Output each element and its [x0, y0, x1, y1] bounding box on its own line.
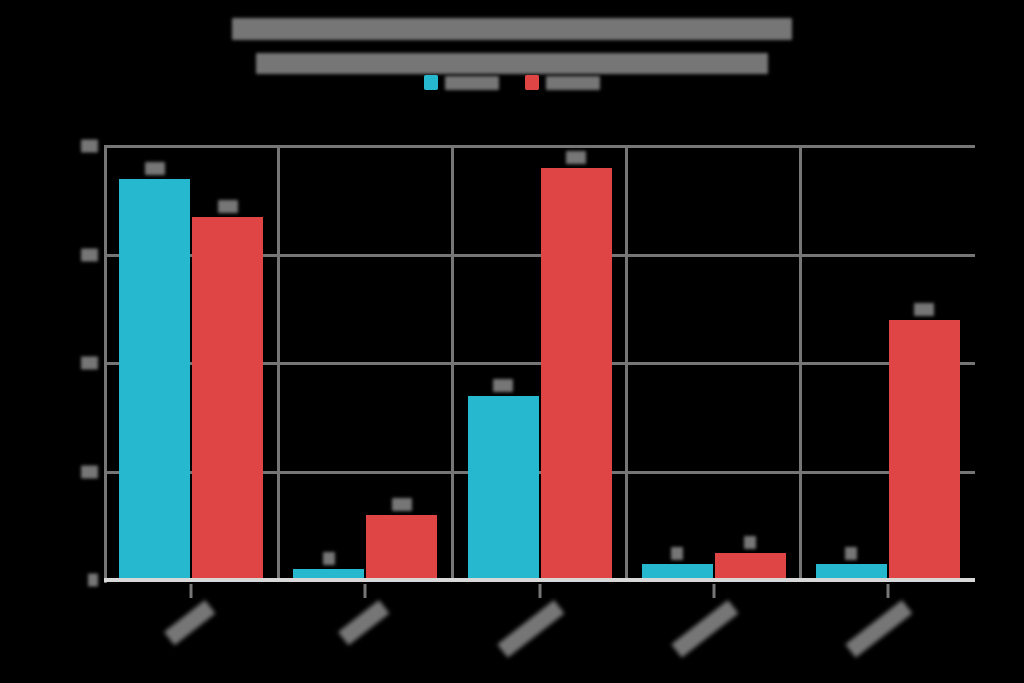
x-axis-tick-mark — [538, 584, 541, 598]
bar-series-b[interactable] — [540, 167, 612, 580]
bar-value-label: 2 — [322, 552, 335, 566]
gridline-vertical — [799, 146, 803, 580]
bar-series-b[interactable] — [366, 514, 438, 580]
bar-value-label: 74 — [144, 161, 165, 175]
bar-series-b[interactable] — [714, 552, 786, 580]
y-axis-tick-label: 40 — [81, 356, 98, 370]
bar-series-a[interactable] — [815, 563, 887, 580]
x-axis-tick-mark — [886, 584, 890, 598]
y-axis-tick-label: 20 — [81, 465, 98, 478]
bars-layer: 74 67 2 12 34 76 3 5 3 48 — [104, 146, 975, 580]
x-axis-tick-mark — [712, 584, 716, 598]
x-axis-tick-mark — [363, 584, 367, 598]
gridline-horizontal — [104, 253, 975, 257]
gridline-vertical — [625, 146, 629, 580]
chart-title: [redacted title] — [232, 18, 792, 40]
x-axis-tick-mark — [189, 584, 193, 598]
gridline-vertical — [450, 146, 454, 580]
bar-value-label: 3 — [845, 546, 858, 560]
x-axis-tick-label: [redacted-1] — [164, 600, 216, 646]
gridline-horizontal — [104, 145, 975, 148]
chart-legend: [redacted series A] [redacted series B] — [0, 75, 1024, 90]
bar-series-a[interactable] — [467, 395, 539, 580]
bar-series-b[interactable] — [888, 319, 960, 580]
legend-swatch-cyan-icon — [424, 75, 438, 90]
y-axis-tick-label: 0 — [88, 573, 98, 587]
bar-series-b[interactable] — [192, 216, 264, 580]
plot-area — [104, 145, 975, 580]
x-axis-tick-label: [redacted-2] — [338, 600, 390, 646]
bar-series-a[interactable] — [119, 178, 191, 580]
y-axis-tick-label: 80 — [81, 139, 98, 153]
bar-value-label: 48 — [914, 302, 935, 316]
legend-label-series-a: [redacted series A] — [445, 75, 499, 90]
bar-value-label: 3 — [671, 546, 684, 560]
x-axis-tick-label: [redacted-3] — [496, 600, 564, 658]
x-axis-line — [104, 578, 975, 582]
x-axis-tick-labels: [redacted-1] [redacted-2] [redacted-3] [red… — [104, 584, 975, 679]
bar-value-label: 34 — [493, 378, 513, 392]
bar-value-label: 5 — [744, 535, 757, 549]
chart-header: [redacted title] [redacted subtitle] — [0, 18, 1024, 79]
gridline-horizontal — [104, 362, 975, 365]
gridline-vertical — [276, 146, 280, 580]
legend-label-series-b: [redacted series B] — [546, 75, 600, 90]
legend-item-series-b[interactable]: [redacted series B] — [525, 75, 600, 90]
bar-series-a[interactable] — [641, 563, 713, 580]
y-axis-tick-labels: 0 20 40 60 80 — [60, 139, 98, 587]
legend-swatch-red-icon — [525, 75, 539, 90]
bar-value-label: 67 — [217, 199, 238, 213]
legend-item-series-a[interactable]: [redacted series A] — [424, 75, 499, 90]
x-axis-tick-label: [redacted-4] — [670, 600, 739, 658]
x-axis-tick-label: [redacted-5] — [845, 600, 913, 658]
chart-subtitle: [redacted subtitle] — [256, 53, 768, 74]
bar-series-a[interactable] — [293, 569, 365, 580]
gridline-horizontal — [104, 470, 975, 474]
bar-value-label: 76 — [566, 150, 586, 164]
bar-value-label: 12 — [391, 497, 412, 511]
y-axis-tick-label: 60 — [81, 248, 98, 261]
